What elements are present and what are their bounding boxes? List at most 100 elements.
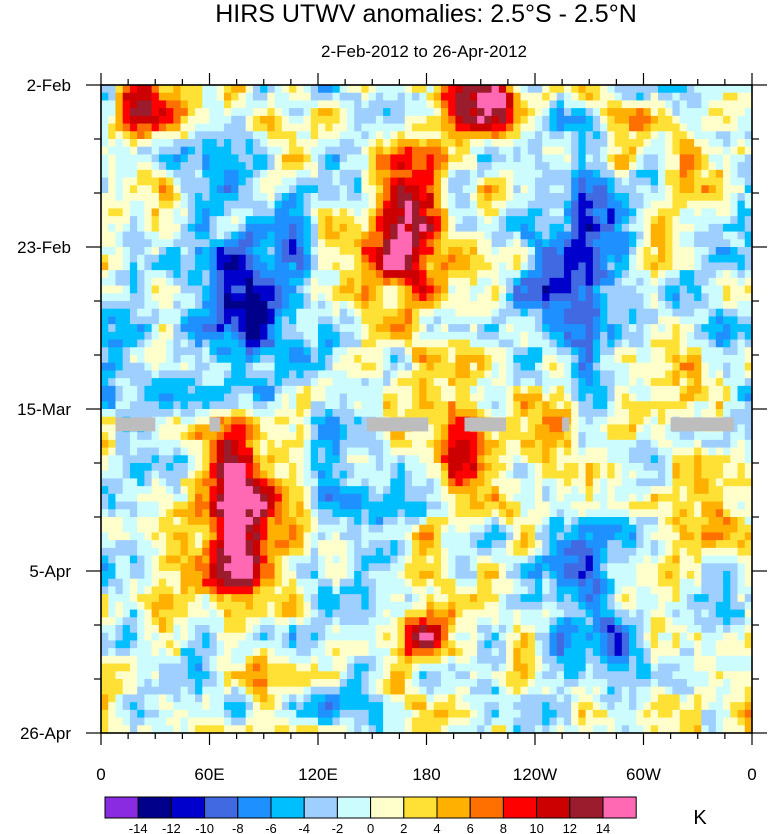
heatmap-cell [592,193,601,202]
heatmap-cell [129,486,138,495]
heatmap-cell [166,308,174,318]
heatmap-cell [303,486,312,495]
heatmap-cell [585,185,594,194]
heatmap-cell [195,393,203,402]
heatmap-cell [180,200,189,210]
heatmap-cell [310,316,319,325]
heatmap-cell [223,409,232,418]
heatmap-cell [289,339,297,348]
heatmap-cell [383,378,391,387]
heatmap-cell [549,486,558,495]
heatmap-cell [231,223,240,233]
heatmap-cell [455,254,464,264]
heatmap-cell [173,393,182,402]
heatmap-cell [412,409,420,418]
heatmap-cell [158,385,167,395]
heatmap-cell [484,223,493,233]
heatmap-cell [440,239,449,248]
heatmap-cell [361,478,370,487]
heatmap-cell [252,239,261,248]
heatmap-cell [448,115,457,125]
heatmap-cell [390,85,399,94]
heatmap-cell [310,501,319,510]
heatmap-cell [267,85,276,94]
heatmap-cell [571,216,579,225]
heatmap-cell [144,293,153,302]
heatmap-cell [426,401,435,410]
heatmap-cell [585,123,594,132]
heatmap-cell [151,115,160,125]
heatmap-cell [129,185,138,194]
heatmap-cell [231,455,240,464]
heatmap-cell [636,270,645,279]
heatmap-cell [448,470,457,480]
heatmap-cell [209,85,218,94]
heatmap-cell [180,139,189,148]
heatmap-cell [368,385,377,395]
heatmap-cell [195,231,203,240]
heatmap-cell [744,223,753,233]
heatmap-cell [245,85,254,94]
heatmap-cell [694,339,702,348]
heatmap-cell [715,231,724,240]
heatmap-cell [607,324,616,333]
heatmap-cell [585,85,594,94]
heatmap-cell [433,216,442,225]
heatmap-cell [151,154,160,163]
heatmap-cell [665,123,674,132]
heatmap-cell [354,200,362,210]
heatmap-cell [223,208,232,217]
heatmap-cell [455,231,464,240]
heatmap-cell [173,331,182,341]
heatmap-cell [310,216,319,225]
heatmap-cell [469,115,478,125]
heatmap-cell [657,331,666,341]
heatmap-cell [202,470,211,480]
heatmap-cell [361,254,370,264]
heatmap-cell [390,115,399,125]
heatmap-cell [621,370,630,379]
heatmap-cell [122,100,131,109]
heatmap-cell [679,393,688,402]
heatmap-cell [216,169,225,179]
heatmap-cell [520,92,529,102]
heatmap-cell [195,385,203,395]
heatmap-cell [296,247,305,256]
heatmap-cell [346,385,355,395]
heatmap-cell [694,316,702,325]
heatmap-cell [491,92,500,102]
heatmap-cell [383,162,391,171]
heatmap-cell [542,378,551,387]
heatmap-cell [426,455,435,464]
heatmap-cell [296,416,305,426]
heatmap-cell [694,223,702,233]
heatmap-cell [694,177,702,186]
heatmap-cell [108,493,117,503]
heatmap-cell [513,146,522,156]
heatmap-cell [346,223,355,233]
heatmap-cell [513,447,522,456]
heatmap-cell [498,470,507,480]
heatmap-cell [296,177,305,186]
heatmap-cell [433,200,442,210]
heatmap-cell [535,262,543,271]
heatmap-cell [303,85,312,94]
heatmap-cell [737,362,746,372]
heatmap-cell [513,216,522,225]
heatmap-cell [542,409,551,418]
heatmap-cell [296,85,305,94]
heatmap-cell [383,239,391,248]
heatmap-cell [513,355,522,364]
heatmap-cell [498,154,507,163]
heatmap-cell [375,347,384,356]
heatmap-cell [542,85,551,94]
heatmap-cell [129,139,138,148]
heatmap-cell [665,200,674,210]
heatmap-cell [310,92,319,102]
heatmap-cell [730,424,739,433]
heatmap-cell [535,92,543,102]
heatmap-cell [549,270,558,279]
heatmap-cell [195,200,203,210]
heatmap-cell [672,169,681,179]
heatmap-cell [723,169,731,179]
